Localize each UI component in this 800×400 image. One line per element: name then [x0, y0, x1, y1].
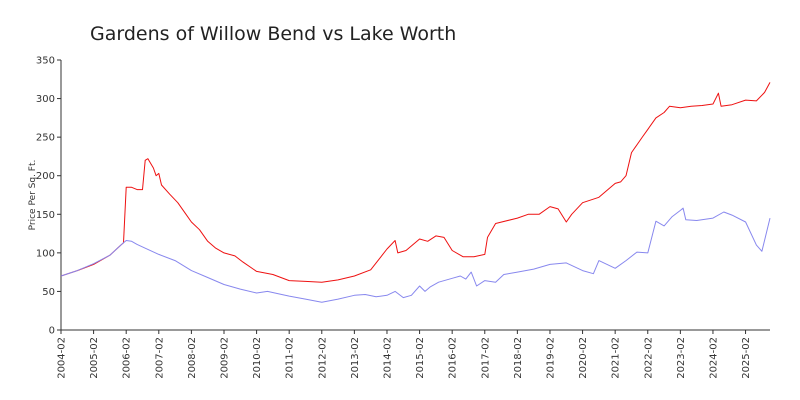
x-tick-label: 2020-02: [578, 337, 589, 379]
series-line-2: [60, 207, 771, 303]
x-tick-label: 2025-02: [741, 337, 752, 379]
y-ticks: 0 50 100 150 200 250 300 350: [36, 56, 61, 337]
x-tick-label: 2013-02: [350, 337, 361, 379]
x-tick-label: 2021-02: [611, 337, 622, 379]
y-axis-label: Price Per Sq. Ft.: [28, 160, 38, 231]
y-axis-label-group: Price Per Sq. Ft.: [28, 160, 38, 231]
x-tick-label: 2012-02: [317, 337, 328, 379]
x-tick-label: 2008-02: [187, 337, 198, 379]
x-tick-label: 2024-02: [708, 337, 719, 379]
y-tick-label: 100: [36, 248, 55, 259]
y-tick-label: 0: [49, 326, 55, 337]
x-tick-label: 2005-02: [89, 337, 100, 379]
x-tick-label: 2007-02: [154, 337, 165, 379]
series-line-1: [60, 82, 771, 283]
y-tick-label: 300: [36, 94, 55, 105]
x-tick-label: 2011-02: [285, 337, 296, 379]
x-tick-label: 2015-02: [415, 337, 426, 379]
x-tick-label: 2004-02: [57, 337, 68, 379]
x-tick-label: 2014-02: [382, 337, 393, 379]
x-tick-label: 2010-02: [252, 337, 263, 379]
x-tick-label: 2019-02: [545, 337, 556, 379]
x-tick-label: 2018-02: [513, 337, 524, 379]
x-ticks: 2004-02 2005-02 2006-02 2007-02 2008-02 2009-…: [57, 330, 752, 379]
y-tick-label: 50: [42, 287, 55, 298]
x-tick-label: 2006-02: [122, 337, 133, 379]
x-tick-label: 2017-02: [480, 337, 491, 379]
y-tick-label: 200: [36, 171, 55, 182]
y-tick-label: 250: [36, 133, 55, 144]
chart-title: Gardens of Willow Bend vs Lake Worth: [90, 23, 456, 45]
x-tick-label: 2022-02: [643, 337, 654, 379]
x-tick-label: 2016-02: [448, 337, 459, 379]
y-tick-label: 150: [36, 210, 55, 221]
y-tick-label: 350: [36, 56, 55, 67]
x-tick-label: 2009-02: [219, 337, 230, 379]
x-tick-label: 2023-02: [676, 337, 687, 379]
series-group: [60, 82, 771, 303]
